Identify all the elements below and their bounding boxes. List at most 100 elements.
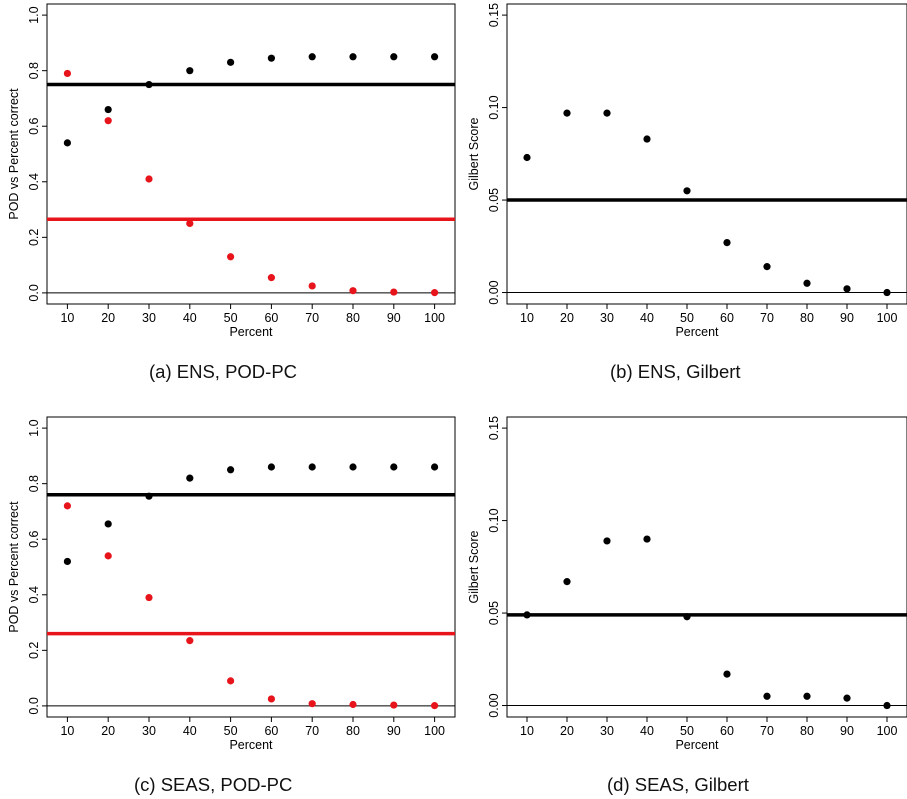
data-point-s0-90 [390, 53, 398, 61]
y-tick-label: 0.2 [27, 229, 41, 246]
x-tick-label: 70 [305, 724, 319, 738]
x-tick-label: 40 [640, 311, 654, 325]
data-point-s0-20 [563, 578, 571, 586]
data-point-s1-10 [63, 502, 71, 510]
y-tick-label: 1.0 [27, 419, 41, 436]
plot-frame [46, 3, 456, 305]
chart-panel-0: 10 20 30 40 50 60 70 80 90 100 0.0 0.2 0.4 0.6 0.8 1.0 P… [7, 3, 456, 339]
data-point-s0-10 [63, 139, 71, 147]
plot-frame [506, 416, 907, 718]
x-tick-label: 60 [264, 724, 278, 738]
x-axis-label: Percent [229, 325, 273, 339]
y-tick-label: 0.0 [27, 284, 41, 301]
y-tick-label: 0.8 [27, 62, 41, 79]
data-point-s1-30 [145, 593, 153, 602]
x-tick-label: 50 [224, 724, 238, 738]
data-point-s0-40 [643, 135, 651, 143]
data-point-s0-30 [603, 109, 611, 117]
x-tick-label: 80 [800, 724, 814, 738]
data-point-s0-100 [431, 463, 439, 471]
data-point-s1-50 [227, 677, 235, 685]
x-axis-label: Percent [229, 738, 273, 752]
x-axis-label: Percent [675, 325, 719, 339]
x-tick-label: 60 [264, 311, 278, 325]
data-point-s1-60 [267, 695, 275, 703]
x-tick-label: 20 [101, 311, 115, 325]
y-tick-label: 0.4 [27, 173, 41, 190]
data-point-s0-10 [523, 611, 531, 619]
y-tick-label: 0.00 [487, 280, 501, 304]
plot-frame [506, 3, 907, 305]
plot-area [507, 109, 907, 297]
y-tick-label: 0.15 [487, 416, 501, 440]
x-tick-label: 70 [760, 724, 774, 738]
x-tick-label: 20 [560, 311, 574, 325]
data-point-s1-70 [308, 700, 316, 708]
y-tick-label: 0.15 [487, 3, 501, 27]
x-tick-label: 60 [720, 724, 734, 738]
data-point-s0-80 [803, 279, 811, 287]
data-point-s1-40 [186, 219, 194, 228]
x-tick-label: 30 [600, 311, 614, 325]
y-tick-label: 0.05 [487, 188, 501, 212]
data-point-s0-100 [883, 288, 891, 297]
data-point-s1-80 [349, 700, 357, 709]
data-point-s0-10 [63, 557, 71, 566]
x-tick-label: 40 [640, 724, 654, 738]
data-point-s0-60 [267, 54, 275, 62]
x-tick-label: 10 [520, 724, 534, 738]
data-point-s0-50 [227, 58, 235, 66]
data-point-s0-50 [683, 613, 691, 621]
x-tick-label: 30 [600, 724, 614, 738]
plot-area [507, 535, 907, 710]
data-point-s0-30 [603, 537, 611, 545]
caption-panel-d: (d) SEAS, Gilbert [607, 774, 749, 795]
data-point-s0-60 [723, 670, 731, 678]
data-point-s0-80 [803, 692, 811, 700]
data-point-s0-50 [683, 187, 691, 195]
data-point-s0-80 [349, 463, 357, 471]
y-axis-label: Gilbert Score [467, 530, 481, 603]
x-tick-label: 80 [346, 724, 360, 738]
data-point-s0-20 [104, 520, 112, 528]
chart-panel-1: 10 20 30 40 50 60 70 80 90 100 0.00 0.05 0.10 0.15 Per… [467, 3, 907, 339]
x-tick-label: 90 [840, 311, 854, 325]
data-point-s0-20 [563, 109, 571, 117]
data-point-s1-50 [227, 253, 235, 261]
data-point-s1-30 [145, 175, 153, 183]
data-point-s0-70 [763, 263, 771, 271]
y-axis-label: POD vs Percent correct [7, 501, 21, 633]
data-point-s0-20 [104, 105, 112, 114]
x-tick-label: 100 [877, 724, 898, 738]
y-axis-label: POD vs Percent correct [7, 88, 21, 220]
y-tick-label: 0.8 [27, 475, 41, 492]
data-point-s1-20 [104, 117, 112, 125]
caption-panel-c: (c) SEAS, POD-PC [134, 774, 293, 795]
x-tick-label: 100 [424, 311, 445, 325]
x-tick-label: 50 [680, 724, 694, 738]
x-tick-label: 20 [101, 724, 115, 738]
data-point-s0-100 [883, 701, 891, 710]
data-point-s0-60 [723, 238, 731, 247]
x-axis-label: Percent [675, 738, 719, 752]
data-point-s0-40 [186, 67, 194, 75]
caption-panel-a: (a) ENS, POD-PC [149, 361, 298, 382]
y-tick-label: 0.0 [27, 697, 41, 714]
x-tick-label: 60 [720, 311, 734, 325]
data-point-s0-70 [308, 463, 316, 471]
data-point-s1-100 [431, 289, 439, 297]
data-point-s0-60 [267, 463, 275, 471]
x-tick-label: 10 [60, 724, 74, 738]
x-tick-label: 80 [346, 311, 360, 325]
data-point-s1-90 [390, 288, 398, 296]
data-point-s0-10 [523, 153, 531, 162]
data-point-s0-80 [349, 53, 357, 61]
y-tick-label: 0.2 [27, 642, 41, 659]
data-point-s0-40 [643, 535, 651, 543]
y-tick-label: 0.10 [487, 95, 501, 119]
data-point-s0-30 [145, 80, 153, 89]
x-tick-label: 10 [520, 311, 534, 325]
y-tick-label: 0.00 [487, 693, 501, 717]
plot-area [47, 53, 455, 297]
